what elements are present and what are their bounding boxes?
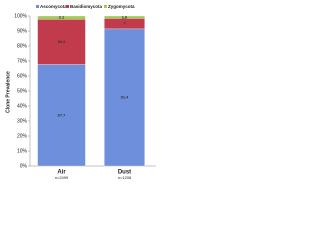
y-tick-label: 10% — [17, 148, 28, 154]
y-tick-label: 20% — [17, 133, 28, 139]
value-label: 30.2 — [58, 39, 67, 44]
value-label: 7 — [123, 21, 126, 26]
legend-swatch — [66, 5, 69, 8]
legend-swatch — [36, 5, 39, 8]
y-tick-label: 0% — [20, 163, 28, 169]
y-tick-label: 70% — [17, 58, 28, 64]
chart: Clone Prevalence 0% 10% 20% 30% 40% 50% 60% 70%… — [5, 4, 156, 180]
x-tick-label: Air — [57, 170, 66, 176]
bar-segment — [37, 15, 86, 20]
legend-label: Zygomycota — [108, 4, 135, 9]
legend-swatch — [104, 5, 107, 8]
y-tick-label: 90% — [17, 28, 28, 34]
sample-size: n=1208 — [118, 175, 132, 180]
value-label: 2.1 — [59, 15, 65, 20]
legend-label: Basidiomycota — [70, 4, 103, 9]
y-tick-label: 40% — [17, 103, 28, 109]
y-tick-label: 30% — [17, 118, 28, 124]
y-axis-label: Clone Prevalence — [5, 71, 11, 113]
bar-segment — [104, 15, 145, 19]
sample-size: n=2499 — [55, 175, 69, 180]
y-tick-label: 80% — [17, 43, 28, 49]
bar-segment — [37, 64, 86, 167]
value-label: 67.7 — [58, 112, 67, 117]
y-tick-label: 100% — [14, 13, 27, 19]
legend-label: Ascomycota — [40, 4, 67, 9]
value-label: 91.4 — [121, 95, 130, 100]
bar-segment — [104, 28, 145, 167]
bar-segment — [37, 18, 86, 65]
x-tick-label: Dust — [118, 170, 131, 176]
y-tick-label: 50% — [17, 88, 28, 94]
y-tick-label: 60% — [17, 73, 28, 79]
value-label: 1.6 — [122, 14, 128, 19]
